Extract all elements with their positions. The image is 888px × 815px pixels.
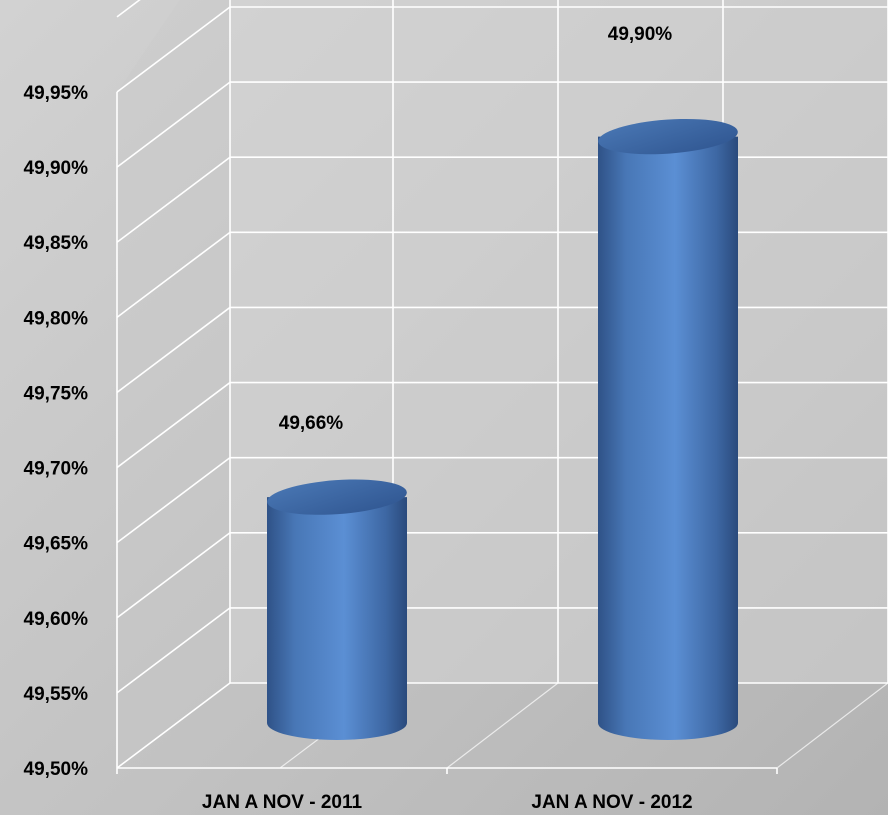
chart-walls bbox=[117, 0, 888, 768]
y-tick-label: 49,95% bbox=[24, 83, 89, 104]
gridline-side bbox=[116, 682, 231, 769]
bars bbox=[267, 118, 738, 741]
gridline-side bbox=[116, 532, 231, 619]
bar bbox=[267, 479, 407, 740]
data-label: 49,66% bbox=[279, 413, 344, 434]
x-axis-category-labels: JAN A NOV - 2011 JAN A NOV - 2012 bbox=[202, 792, 693, 813]
data-labels: 49,66% 49,90% bbox=[279, 24, 673, 434]
gridline-side bbox=[116, 306, 231, 394]
data-label: 49,90% bbox=[608, 24, 673, 45]
floor-divider bbox=[446, 682, 559, 769]
y-tick-label: 49,55% bbox=[24, 684, 89, 705]
gridlines bbox=[116, 0, 888, 774]
gridline-side bbox=[116, 607, 231, 694]
y-axis-tick-labels: 49,50% 49,55% 49,60% 49,65% 49,70% 49,75% 49,8… bbox=[24, 83, 89, 780]
y-tick-label: 49,65% bbox=[24, 534, 89, 555]
y-tick-label: 49,50% bbox=[24, 759, 89, 780]
y-tick-label: 49,80% bbox=[24, 308, 89, 329]
bar bbox=[598, 118, 738, 741]
y-tick-label: 49,85% bbox=[24, 233, 89, 254]
bar-top bbox=[598, 118, 738, 155]
category-label: JAN A NOV - 2011 bbox=[202, 792, 363, 813]
gridline-side bbox=[116, 156, 231, 243]
gridline-side bbox=[116, 81, 231, 168]
gridline-side bbox=[116, 6, 231, 93]
gridline-side bbox=[116, 0, 141, 18]
y-tick-label: 49,60% bbox=[24, 609, 89, 630]
side-wall bbox=[117, 0, 230, 768]
y-tick-label: 49,70% bbox=[24, 459, 89, 480]
y-tick-label: 49,90% bbox=[24, 158, 89, 179]
gridline-side bbox=[116, 231, 231, 318]
bar-body bbox=[598, 136, 738, 741]
floor-edge bbox=[776, 682, 888, 769]
category-label: JAN A NOV - 2012 bbox=[531, 792, 692, 813]
y-tick-label: 49,75% bbox=[24, 383, 89, 404]
bar-top bbox=[267, 479, 407, 515]
gridline-side bbox=[116, 457, 231, 544]
gridline-side bbox=[116, 381, 231, 469]
bar-body bbox=[267, 497, 407, 740]
